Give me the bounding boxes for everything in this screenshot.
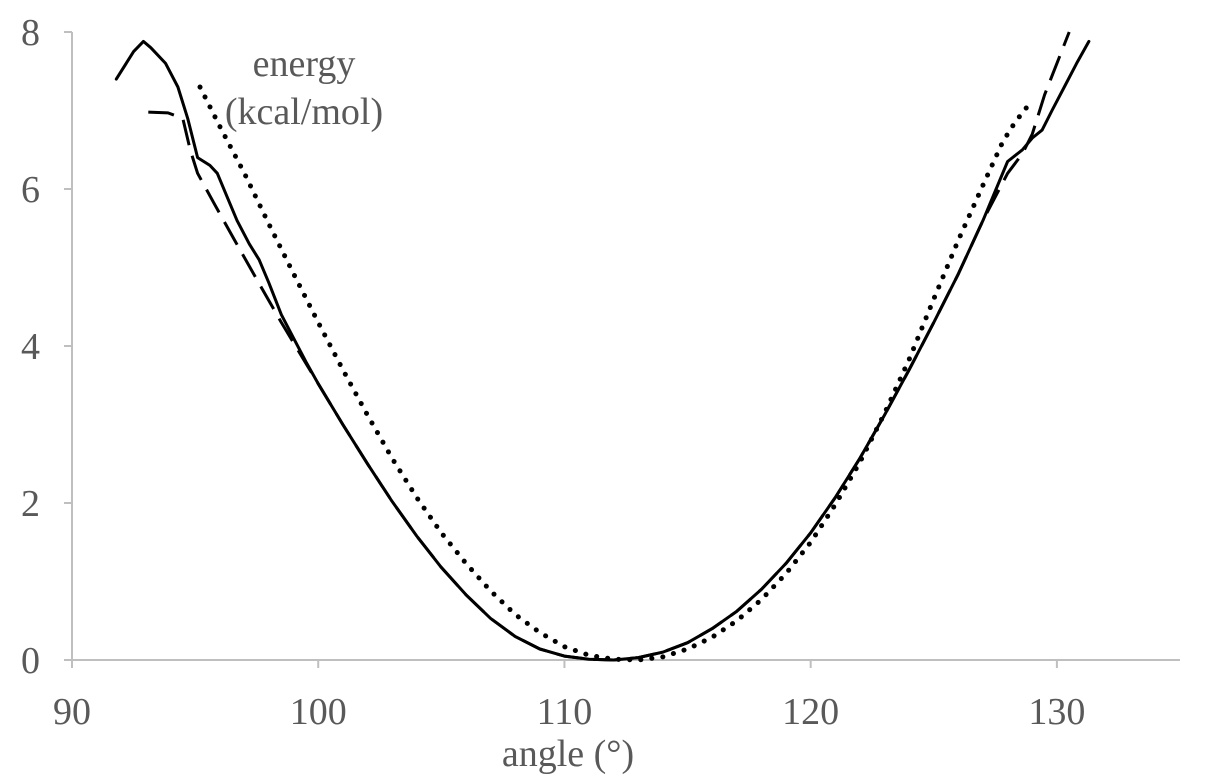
- x-tick-label: 120: [782, 691, 839, 733]
- y-tick-label: 8: [21, 12, 40, 54]
- y-tick-label: 6: [21, 169, 40, 211]
- x-axis-ticks: 90 100 110 120 130: [53, 660, 1085, 733]
- y-axis-title-line-1: energy: [253, 43, 356, 85]
- x-tick-label: 100: [290, 691, 347, 733]
- series-line-solid: [114, 39, 1091, 662]
- y-tick-label: 0: [21, 640, 40, 682]
- x-tick-label: 130: [1028, 691, 1085, 733]
- y-axis-ticks: 0 2 4 6 8: [21, 12, 72, 682]
- series-line-dotted: [197, 84, 1030, 663]
- series-line-dashed: [148, 31, 1071, 662]
- y-tick-label: 4: [21, 326, 40, 368]
- x-tick-label: 90: [53, 691, 91, 733]
- series-layer: [114, 31, 1091, 663]
- x-tick-label: 110: [537, 691, 593, 733]
- y-axis-title-line-2: (kcal/mol): [225, 91, 383, 133]
- x-axis-title: angle (°): [502, 733, 634, 775]
- y-tick-label: 2: [21, 483, 40, 525]
